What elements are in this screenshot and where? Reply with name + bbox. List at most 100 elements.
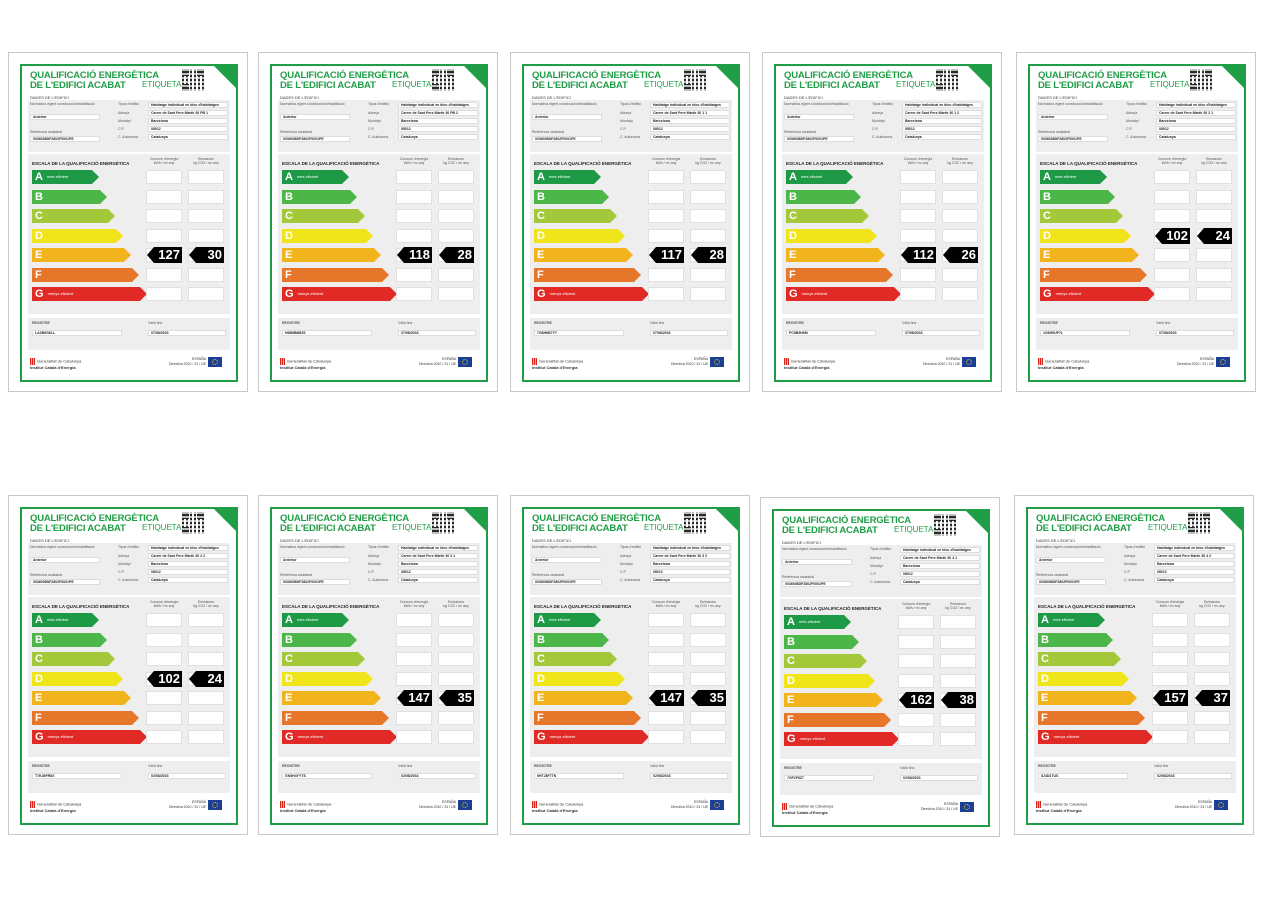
scale-letter: E <box>285 249 293 261</box>
consum-header: Consum d'energia kWh / m² any <box>146 157 182 165</box>
consum-cell <box>898 732 934 746</box>
scale-bar-d: D <box>1038 671 1129 686</box>
scale-title: ESCALA DE LA QUALIFICACIÓ ENERGÈTICA <box>1040 161 1138 166</box>
energy-label: QUALIFICACIÓ ENERGÈTICA DE L'EDIFICI ACAB… <box>270 64 488 382</box>
consum-header-label: Consum d'energia <box>1155 600 1185 604</box>
municipi-value: Barcelona <box>650 118 730 124</box>
qr-code-icon[interactable] <box>936 69 958 91</box>
energy-label-card[interactable]: QUALIFICACIÓ ENERGÈTICA DE L'EDIFICI ACAB… <box>8 495 248 835</box>
generalitat-line-2: Institut Català d'Energia <box>782 810 828 815</box>
scale-bar-e: E <box>1040 248 1139 262</box>
scale-title: ESCALA DE LA QUALIFICACIÓ ENERGÈTICA <box>32 161 130 166</box>
emissions-cell <box>188 691 224 705</box>
scale-bar-f: F <box>1040 267 1147 282</box>
emissions-header-label: Emissions <box>198 157 214 161</box>
municipi-label: Municipi <box>368 119 381 123</box>
energy-label-card[interactable]: QUALIFICACIÓ ENERGÈTICA DE L'EDIFICI ACAB… <box>510 495 750 835</box>
emissions-cell <box>188 652 224 666</box>
energy-label-card[interactable]: QUALIFICACIÓ ENERGÈTICA DE L'EDIFICI ACAB… <box>8 52 248 392</box>
valid-label: Vàlid fins <box>1156 321 1171 325</box>
emissions-header: Emissions kg CO2 / m² any <box>690 157 726 165</box>
label-title: QUALIFICACIÓ ENERGÈTICA DE L'EDIFICI ACAB… <box>30 71 180 90</box>
energy-label-card[interactable]: QUALIFICACIÓ ENERGÈTICA DE L'EDIFICI ACAB… <box>762 52 1002 392</box>
energy-label-card[interactable]: QUALIFICACIÓ ENERGÈTICA DE L'EDIFICI ACAB… <box>258 495 498 835</box>
spain-text: ESPAÑA Directiva 2010 / 31 / UE <box>162 800 206 810</box>
consum-header-label: Consum d'energia <box>1157 157 1187 161</box>
scale-bar-f: F <box>1038 710 1145 725</box>
qr-code-icon[interactable] <box>684 69 706 91</box>
espanya-label: ESPAÑA <box>1198 800 1212 804</box>
qr-code-icon[interactable] <box>1190 69 1212 91</box>
energy-label-card[interactable]: QUALIFICACIÓ ENERGÈTICA DE L'EDIFICI ACAB… <box>258 52 498 392</box>
scale-bar-e: E <box>32 248 131 262</box>
title-line-2: DE L'EDIFICI ACABAT <box>532 79 628 91</box>
adreca-value: Carrer de Sant Pere Màrtir 30 4 2 <box>1154 553 1234 559</box>
referencia-label: Referència cadastral <box>532 130 565 134</box>
emissions-cell <box>690 710 726 725</box>
consum-cell <box>146 267 182 282</box>
footer-generalitat: Generalitat de Catalunya Institut Català … <box>532 801 583 813</box>
emissions-cell <box>1196 189 1232 204</box>
normativa-label: Normativa vigent construcció/rehabilitac… <box>280 102 345 106</box>
qr-code-icon[interactable] <box>684 512 706 534</box>
menys-eficient-label: menys eficient <box>47 291 74 297</box>
generalitat-line-1: Generalitat de Catalunya <box>791 358 836 364</box>
registre-value: GK6H4YYTS <box>282 773 372 779</box>
label-title: QUALIFICACIÓ ENERGÈTICA DE L'EDIFICI ACAB… <box>532 71 682 90</box>
adreca-label: Adreça <box>870 556 882 560</box>
consum-cell <box>900 267 936 282</box>
scale-letter: D <box>285 229 293 242</box>
title-line-1: QUALIFICACIÓ ENERGÈTICA <box>1038 70 1167 81</box>
energy-label-card[interactable]: QUALIFICACIÓ ENERGÈTICA DE L'EDIFICI ACAB… <box>760 497 1000 837</box>
qr-code-icon[interactable] <box>934 514 956 536</box>
energy-label-card[interactable]: QUALIFICACIÓ ENERGÈTICA DE L'EDIFICI ACAB… <box>1014 495 1254 835</box>
consum-cell <box>1152 652 1188 666</box>
scale-bar-e: E <box>1038 691 1137 705</box>
consum-header-unit: kWh / m² any <box>153 604 175 608</box>
cp-value: 08012 <box>902 126 982 132</box>
registre-value: 7GF2F8Z7 <box>784 775 874 781</box>
emissions-cell <box>1194 730 1230 744</box>
tipus-label: Tipus d'edifici <box>620 545 641 549</box>
title-line-1: QUALIFICACIÓ ENERGÈTICA <box>532 70 661 81</box>
referencia-label: Referència cadastral <box>30 130 63 134</box>
emissions-cell <box>942 267 978 282</box>
tipus-label: Tipus d'edifici <box>118 102 139 106</box>
emissions-cell <box>690 632 726 647</box>
consum-cell <box>396 189 432 204</box>
valid-value: 07/08/2033 <box>398 330 476 336</box>
qr-code-icon[interactable] <box>182 69 204 91</box>
energy-label-card[interactable]: QUALIFICACIÓ ENERGÈTICA DE L'EDIFICI ACAB… <box>510 52 750 392</box>
emissions-cell <box>188 287 224 301</box>
energy-label-card[interactable]: QUALIFICACIÓ ENERGÈTICA DE L'EDIFICI ACAB… <box>1016 52 1256 392</box>
scale-bar-d: D <box>32 228 123 243</box>
qr-code-icon[interactable] <box>432 69 454 91</box>
scale-bar-d: D <box>1040 228 1131 243</box>
emissions-header-label: Emissions <box>950 602 966 606</box>
consum-cell <box>648 189 684 204</box>
referencia-label: Referència cadastral <box>1038 130 1071 134</box>
qr-code-icon[interactable] <box>1188 512 1210 534</box>
registre-label: REGISTRE <box>1038 764 1056 768</box>
scale-bar-c: C <box>534 209 617 223</box>
cp-label: C.P. <box>368 570 375 574</box>
emissions-cell <box>690 209 726 223</box>
qr-code-icon[interactable] <box>182 512 204 534</box>
generalitat-line-2: Institut Català d'Energia <box>784 365 830 370</box>
consum-value: 147 <box>397 690 432 706</box>
scale-letter: B <box>537 190 545 203</box>
normativa-label: Normativa vigent construcció/rehabilitac… <box>1036 545 1101 549</box>
etiqueta-label: ETIQUETA <box>644 523 684 532</box>
qr-code-icon[interactable] <box>432 512 454 534</box>
cp-value: 08012 <box>650 569 730 575</box>
title-line-1: QUALIFICACIÓ ENERGÈTICA <box>1036 513 1165 524</box>
etiqueta-label: ETIQUETA <box>392 523 432 532</box>
footer-generalitat: Generalitat de Catalunya Institut Català … <box>280 801 331 813</box>
valid-value: 07/08/2033 <box>902 330 980 336</box>
directiva-label: Directiva 2010 / 31 / UE <box>921 807 958 811</box>
valid-label: Vàlid fins <box>900 766 915 770</box>
scale-letter: A <box>787 616 795 628</box>
